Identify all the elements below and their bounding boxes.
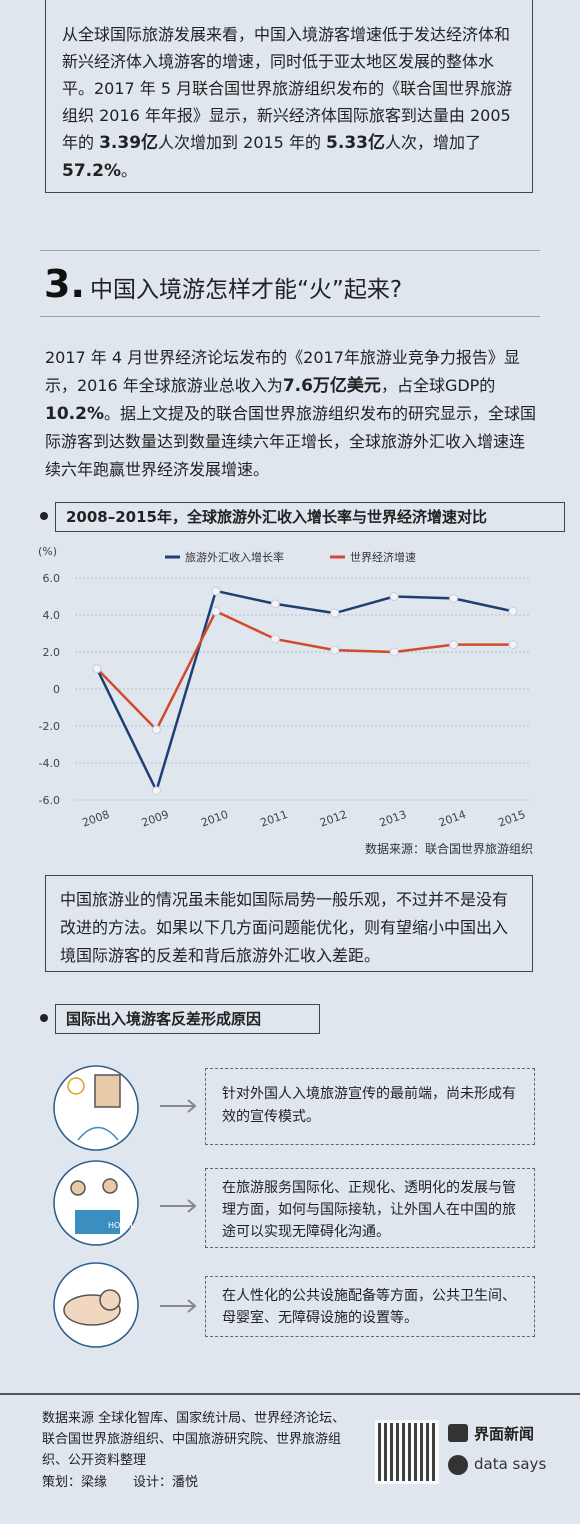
section-number: 3. [44, 262, 85, 306]
text: ，占全球GDP的 [380, 376, 496, 395]
y-axis-label: (%) [38, 545, 57, 558]
legend-label: 世界经济增速 [350, 550, 416, 564]
paragraph: 2017 年 4 月世界经济论坛发布的《2017年旅游业竞争力报告》显示，201… [45, 344, 537, 484]
y-tick-label: 2.0 [43, 646, 61, 659]
bullet [40, 512, 48, 520]
section-title: 中国入境游怎样才能“火”起来? [90, 277, 403, 303]
bullet [40, 1014, 48, 1022]
x-tick-label: 2011 [259, 808, 290, 830]
point [211, 606, 221, 616]
point [92, 664, 102, 674]
footer-credits: 策划：梁缘 设计：潘悦 [42, 1475, 199, 1490]
intro-text: 从全球国际旅游发展来看，中国入境游客增速低于发达经济体和新兴经济体入境游客的增速… [62, 21, 518, 185]
logo-icon [448, 1455, 468, 1475]
icon [53, 1065, 139, 1348]
text: 。据上文提及的联合国世界旅游组织发布的研究显示，全球国际游客到达数量达到数量连续… [45, 404, 536, 479]
x-tick-label: 2008 [80, 808, 111, 830]
point [508, 640, 518, 650]
logo-text: 界面新闻 [474, 1425, 535, 1443]
highlight: 3.39亿 [99, 133, 159, 153]
divider [40, 250, 540, 251]
y-tick-label: 6.0 [43, 572, 61, 585]
series-line [95, 589, 514, 795]
icon-text: HOTEL [108, 1221, 135, 1230]
y-tick-label: 0 [53, 683, 60, 696]
text: 。 [120, 161, 137, 180]
x-tick-label: 2013 [378, 808, 409, 830]
text: 从全球国际旅游发展来看，中国入境游客增速低于发达经济体和新兴经济体入境游客的增速… [62, 25, 513, 152]
point [270, 599, 280, 609]
reason-box: 针对外国人入境旅游宣传的最前端，尚未形成有效的宣传模式。 [205, 1068, 535, 1145]
divider [40, 316, 540, 317]
point [449, 593, 459, 603]
y-tick-label: -2.0 [39, 720, 60, 733]
note-box: 中国旅游业的情况虽未能如国际局势一般乐观，不过并不是没有改进的方法。如果以下几方… [45, 875, 533, 972]
x-tick-label: 2012 [318, 808, 349, 830]
footer-sources: 数据来源 全球化智库、国家统计局、世界经济论坛、联合国世界旅游组织、中国旅游研究… [42, 1411, 346, 1468]
highlight: 57.2% [62, 161, 121, 181]
y-tick-label: 4.0 [43, 609, 61, 622]
footer-rule [0, 1393, 580, 1395]
point [330, 608, 340, 618]
point [270, 634, 280, 644]
text: 人次增加到 2015 年的 [158, 133, 327, 152]
reasons-title: 国际出入境游客反差形成原因 [55, 1004, 320, 1034]
point [92, 664, 102, 674]
series-line [96, 609, 513, 732]
legend-label: 旅游外汇收入增长率 [185, 550, 284, 564]
point [389, 647, 399, 657]
point [330, 645, 340, 655]
point [508, 606, 518, 616]
point [211, 586, 221, 596]
text: 人次，增加了 [384, 133, 481, 152]
point [389, 592, 399, 601]
arrows [160, 1099, 197, 1313]
y-tick-label: -6.0 [39, 794, 60, 807]
logo-text: data says [474, 1455, 547, 1473]
highlight: 10.2% [45, 404, 104, 424]
logo-icon [448, 1424, 468, 1442]
qr-code [375, 1420, 439, 1484]
highlight: 5.33亿 [326, 133, 385, 153]
intro-box: 从全球国际旅游发展来看，中国入境游客增速低于发达经济体和新兴经济体入境游客的增速… [45, 0, 533, 193]
chart-title: 2008–2015年，全球旅游外汇收入增长率与世界经济增速对比 [55, 502, 565, 532]
y-tick-label: -4.0 [39, 757, 60, 770]
text: 2017 年 4 月世界经济论坛发布的《2017年旅游业竞争力报告》显示，201… [45, 348, 520, 395]
x-tick-label: 2010 [199, 808, 230, 830]
reason-box: 在人性化的公共设施配备等方面，公共卫生间、母婴室、无障碍设施的设置等。 [205, 1276, 535, 1337]
point [449, 640, 459, 650]
reason-box: 在旅游服务国际化、正规化、透明化的发展与管理方面，如何与国际接轨，让外国人在中国… [205, 1168, 535, 1248]
highlight: 7.6万亿美元 [282, 376, 381, 396]
x-tick-label: 2009 [140, 808, 171, 830]
x-tick-label: 2015 [496, 808, 527, 830]
x-tick-label: 2014 [437, 808, 468, 830]
point [151, 725, 161, 735]
point [151, 786, 161, 796]
chart-source: 数据来源：联合国世界旅游组织 [365, 841, 533, 856]
